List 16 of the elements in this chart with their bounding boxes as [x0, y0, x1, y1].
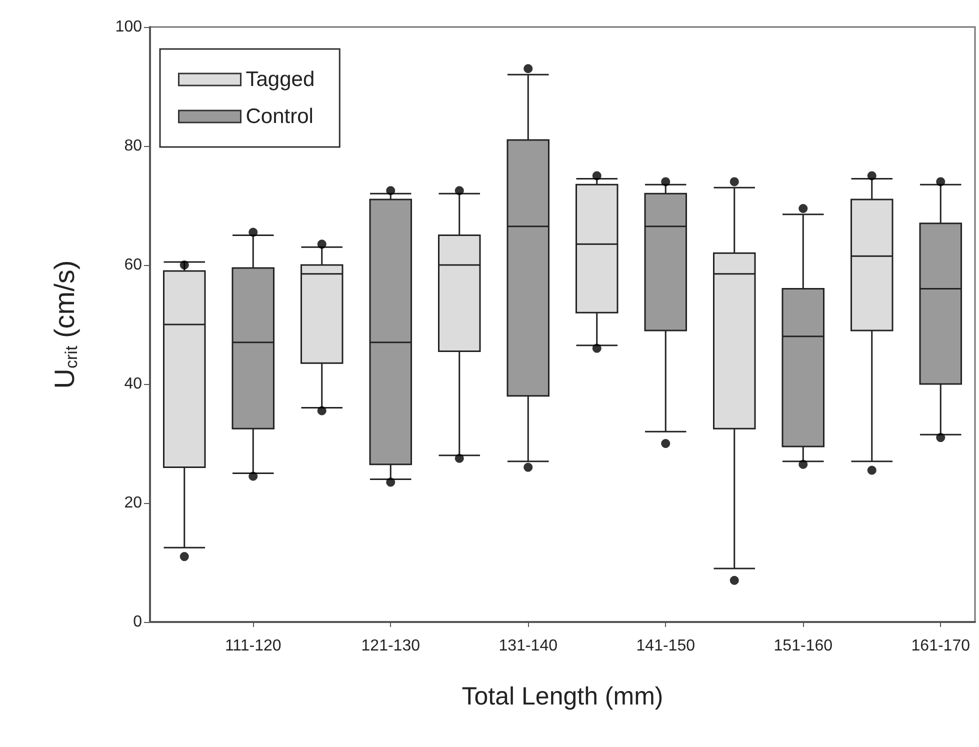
- y-tick-label: 20: [124, 494, 142, 512]
- x-tick-label: 121-130: [361, 638, 420, 654]
- y-tick-label: 40: [124, 376, 142, 392]
- x-tick-label: 141-150: [636, 638, 696, 654]
- legend-label: Control: [246, 105, 314, 128]
- y-tick-label: 60: [124, 256, 142, 274]
- x-tick-label: 151-160: [774, 638, 833, 654]
- x-tick-label: 131-140: [498, 638, 558, 654]
- legend-label: Tagged: [246, 68, 315, 91]
- x-tick-label: 111-120: [224, 638, 282, 654]
- y-tick-label: 100: [115, 18, 142, 36]
- y-tick-label: 0: [133, 614, 142, 630]
- x-tick-label: 161-170: [911, 638, 970, 654]
- y-axis-title: Ucrit (cm/s): [49, 260, 81, 389]
- x-axis-title: Total Length (mm): [462, 682, 664, 710]
- y-tick-label: 80: [124, 138, 142, 154]
